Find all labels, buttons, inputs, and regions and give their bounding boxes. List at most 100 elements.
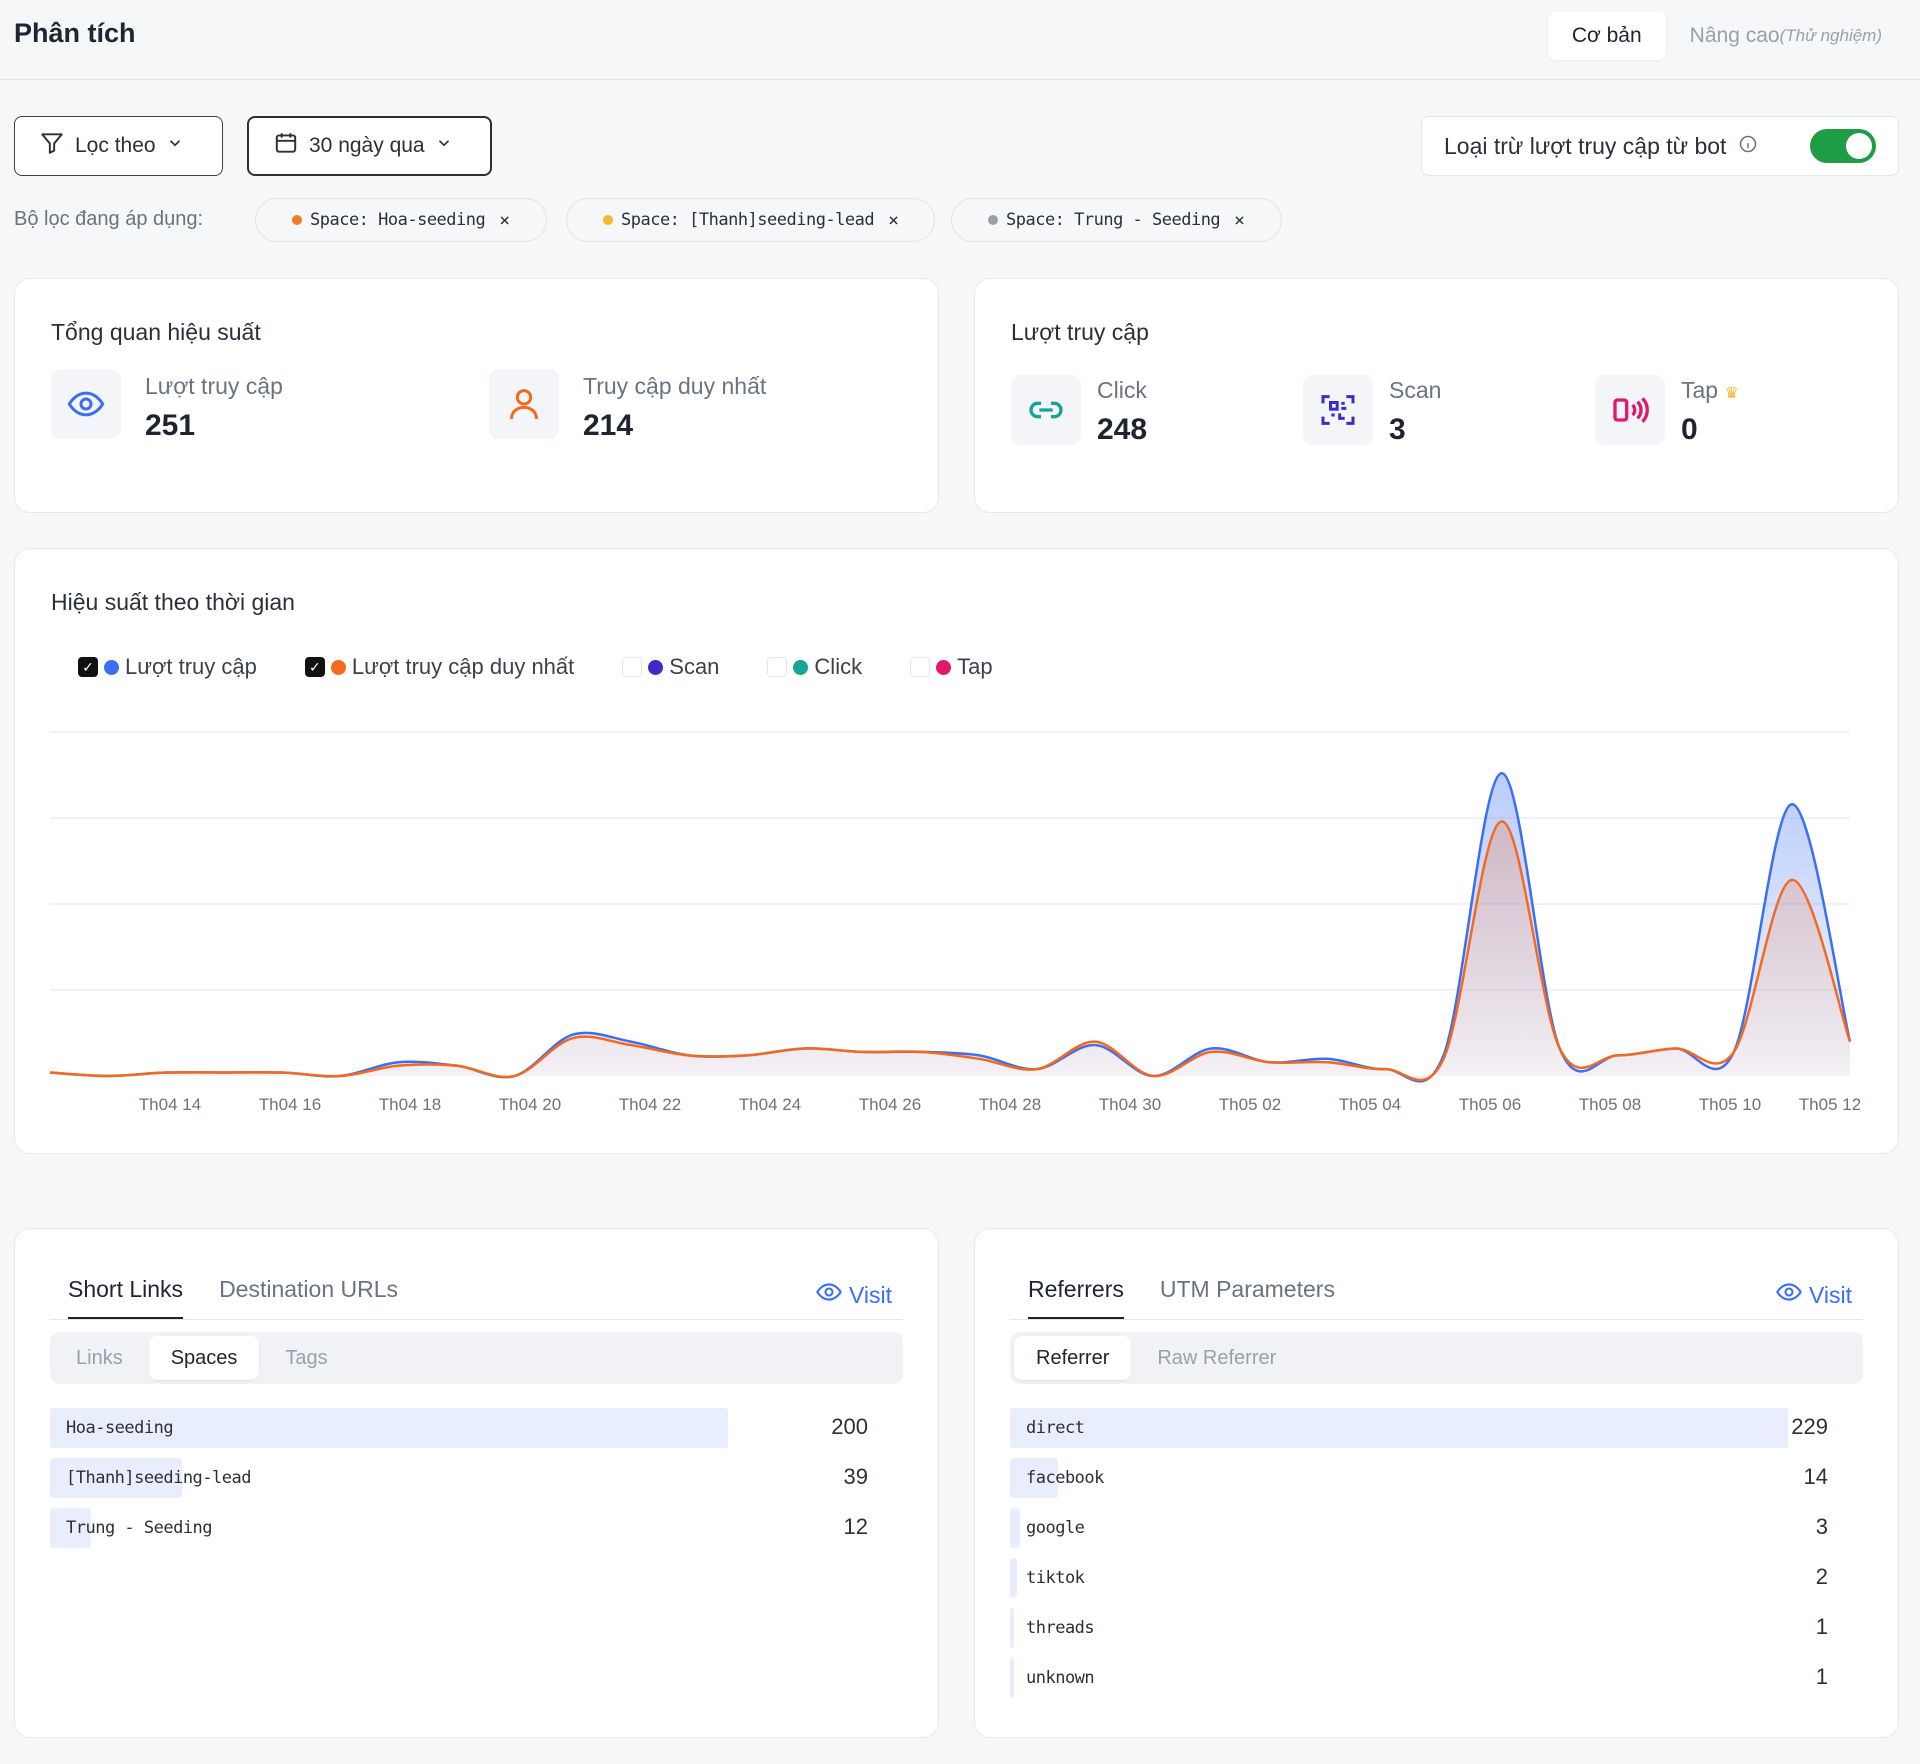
visit-label: Visit <box>849 1281 893 1308</box>
series-line <box>49 772 1852 1083</box>
legend-label: Click <box>814 654 863 679</box>
list-item[interactable]: Trung - Seeding 12 <box>50 1508 868 1548</box>
list-item-label: direct <box>1026 1418 1085 1438</box>
legend-dot <box>793 659 809 675</box>
filter-button-label: Lọc theo <box>75 134 156 157</box>
timeline-chart: Th04 14 Th04 16 Th04 18 Th04 20 Th04 22 Th04 … <box>49 731 1860 1114</box>
x-tick-label: Th05 02 <box>1219 1095 1281 1114</box>
legend-label: Tap <box>957 654 993 679</box>
date-range-select[interactable]: 30 ngày qua <box>247 116 492 176</box>
scan-label: Scan <box>1389 377 1442 403</box>
x-tick-label: Th05 08 <box>1579 1095 1641 1114</box>
chevron-down-icon <box>435 134 453 158</box>
referrers-card <box>974 1228 1899 1738</box>
mode-advanced-button[interactable]: Nâng cao (Thử nghiệm) <box>1666 12 1906 60</box>
link-icon <box>1011 375 1081 445</box>
referrer-subtabs: Referrer Raw Referrer <box>1010 1332 1863 1384</box>
exclude-bot-toggle[interactable] <box>1810 129 1876 163</box>
legend-label: Lượt truy cập duy nhất <box>351 654 575 679</box>
legend-dot <box>104 659 119 675</box>
subtab-tags[interactable]: Tags <box>285 1346 328 1369</box>
legend-item-tap[interactable]: Tap <box>910 654 993 680</box>
checkbox-checked[interactable]: ✓ <box>304 657 325 677</box>
visit-link[interactable]: Visit <box>1775 1278 1852 1312</box>
click-label: Click <box>1097 377 1147 403</box>
subtab-referrer[interactable]: Referrer <box>1014 1336 1132 1380</box>
subtab-raw-referrer[interactable]: Raw Referrer <box>1157 1346 1277 1369</box>
legend-item-visits[interactable]: ✓ Lượt truy cập <box>78 654 257 680</box>
tap-label-text: Tap <box>1681 377 1719 403</box>
legend-label: Scan <box>669 654 720 679</box>
date-range-label: 30 ngày qua <box>309 134 425 157</box>
x-tick-label: Th04 22 <box>619 1095 681 1114</box>
filter-chip: Space: Hoa-seeding × <box>255 198 547 242</box>
scan-value: 3 <box>1389 413 1406 446</box>
list-item[interactable]: direct 229 <box>1010 1408 1828 1448</box>
tab-short-links[interactable]: Short Links <box>68 1276 184 1320</box>
list-item-label: [Thanh]seeding-lead <box>66 1468 251 1488</box>
card-title: Hiệu suất theo thời gian <box>51 589 295 615</box>
performance-overview-card: Tổng quan hiệu suất Lượt truy cập 251 Tr… <box>14 278 939 513</box>
chevron-down-icon <box>166 134 184 158</box>
checkbox-checked[interactable]: ✓ <box>78 657 98 677</box>
close-icon[interactable]: × <box>1234 209 1245 231</box>
checkbox-unchecked[interactable] <box>622 657 643 677</box>
checkbox-unchecked[interactable] <box>767 657 788 677</box>
exclude-bot-setting: Loại trừ lượt truy cập từ bot <box>1421 116 1899 176</box>
list-item[interactable]: google 3 <box>1010 1508 1828 1548</box>
list-item-value: 2 <box>1815 1564 1828 1589</box>
list-item-value: 39 <box>843 1464 868 1489</box>
list-item-label: tiktok <box>1026 1568 1085 1588</box>
x-tick-label: Th04 28 <box>979 1095 1041 1114</box>
x-tick-label: Th04 20 <box>499 1095 561 1114</box>
page-title: Phân tích <box>14 18 136 48</box>
mode-basic-button[interactable]: Cơ bản <box>1547 12 1666 60</box>
legend-item-click[interactable]: Click <box>767 654 862 680</box>
close-icon[interactable]: × <box>888 209 899 231</box>
list-item[interactable]: tiktok 2 <box>1010 1558 1828 1598</box>
legend-dot <box>936 659 952 675</box>
visits-label: Lượt truy cập <box>145 373 283 399</box>
list-item[interactable]: Hoa-seeding 200 <box>50 1408 868 1448</box>
visit-link[interactable]: Visit <box>815 1278 892 1312</box>
top-bar: Phân tích Cơ bản Nâng cao (Thử nghiệm) <box>0 0 1920 80</box>
eye-icon <box>815 1278 843 1312</box>
user-icon <box>489 369 559 439</box>
mode-switch: Cơ bản Nâng cao (Thử nghiệm) <box>1547 12 1906 60</box>
legend-item-scan[interactable]: Scan <box>622 654 719 680</box>
list-item[interactable]: threads 1 <box>1010 1608 1828 1648</box>
qr-scan-icon <box>1303 375 1373 445</box>
checkbox-unchecked[interactable] <box>910 657 931 677</box>
list-item-value: 200 <box>831 1414 868 1439</box>
series-line <box>49 820 1852 1082</box>
legend-dot <box>330 659 346 675</box>
tap-value: 0 <box>1681 413 1698 446</box>
tab-utm-parameters[interactable]: UTM Parameters <box>1159 1276 1335 1302</box>
value-bar <box>1010 1458 1058 1498</box>
list-item-value: 229 <box>1791 1414 1828 1439</box>
tab-referrers[interactable]: Referrers <box>1028 1276 1124 1320</box>
subtab-spaces[interactable]: Spaces <box>148 1336 260 1380</box>
filter-button[interactable]: Lọc theo <box>14 116 223 176</box>
short-links-tabs: Short Links Destination URLs <box>68 1276 398 1320</box>
info-icon[interactable] <box>1738 133 1758 160</box>
value-bar <box>1010 1608 1014 1648</box>
list-item[interactable]: [Thanh]seeding-lead 39 <box>50 1458 868 1498</box>
nfc-tap-icon <box>1595 375 1665 445</box>
x-tick-label: Th05 04 <box>1339 1095 1401 1114</box>
tab-divider <box>1010 1319 1863 1320</box>
value-bar <box>1010 1658 1014 1698</box>
close-icon[interactable]: × <box>499 209 510 231</box>
filter-icon <box>39 130 65 162</box>
applied-filters-label: Bộ lọc đang áp dụng: <box>14 208 204 230</box>
list-item-label: Trung - Seeding <box>66 1518 213 1538</box>
exclude-bot-label: Loại trừ lượt truy cập từ bot <box>1444 132 1727 159</box>
x-tick-label: Th04 14 <box>139 1095 201 1114</box>
subtab-links[interactable]: Links <box>76 1346 123 1369</box>
tab-destination-urls[interactable]: Destination URLs <box>219 1276 399 1302</box>
list-item[interactable]: facebook 14 <box>1010 1458 1828 1498</box>
legend-item-unique-visits[interactable]: ✓ Lượt truy cập duy nhất <box>304 654 575 680</box>
list-item[interactable]: unknown 1 <box>1010 1658 1828 1698</box>
unique-visits-value: 214 <box>583 409 634 442</box>
chip-dot <box>292 215 302 225</box>
